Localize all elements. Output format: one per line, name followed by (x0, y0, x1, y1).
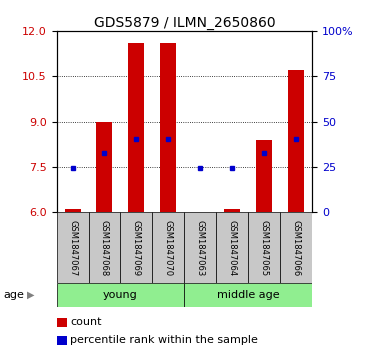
Text: GSM1847068: GSM1847068 (100, 220, 109, 276)
Text: GSM1847063: GSM1847063 (196, 220, 205, 276)
Bar (65, 209, 81, 212)
Bar (184, 212, 216, 283)
Bar (57, 283, 184, 307)
Text: GSM1847066: GSM1847066 (292, 220, 301, 276)
Bar (153, 212, 184, 283)
Text: GSM1847067: GSM1847067 (68, 220, 77, 276)
Text: GSM1847070: GSM1847070 (164, 220, 173, 276)
Bar (216, 212, 248, 283)
Bar (89, 212, 120, 283)
Bar (288, 70, 304, 212)
Bar (120, 212, 153, 283)
Bar (248, 212, 280, 283)
Text: age: age (4, 290, 24, 300)
Bar (128, 43, 145, 212)
Text: percentile rank within the sample: percentile rank within the sample (70, 335, 258, 345)
Bar (280, 212, 312, 283)
Bar (57, 212, 89, 283)
Bar (160, 43, 176, 212)
Bar (256, 140, 272, 212)
Bar (96, 122, 112, 212)
Bar (184, 283, 312, 307)
Text: count: count (70, 317, 102, 327)
Text: GSM1847069: GSM1847069 (132, 220, 141, 276)
Title: GDS5879 / ILMN_2650860: GDS5879 / ILMN_2650860 (93, 16, 275, 30)
Bar (224, 209, 240, 212)
Text: GSM1847065: GSM1847065 (260, 220, 269, 276)
Text: GSM1847064: GSM1847064 (228, 220, 237, 276)
Text: ▶: ▶ (27, 290, 35, 300)
Text: young: young (103, 290, 138, 300)
Text: middle age: middle age (217, 290, 280, 300)
